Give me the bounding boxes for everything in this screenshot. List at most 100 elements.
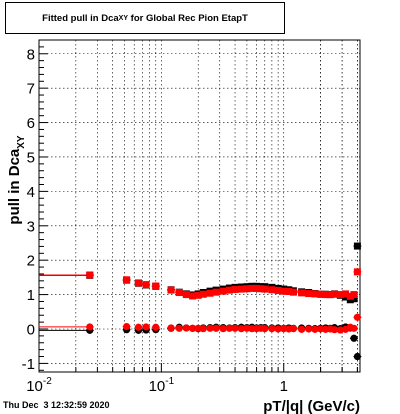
x-tick-label-exponent: -1 bbox=[165, 376, 174, 387]
data-point bbox=[298, 289, 306, 297]
data-point bbox=[350, 295, 358, 303]
data-point bbox=[123, 276, 131, 284]
data-point bbox=[194, 291, 202, 299]
x-tick-label-base: 1 bbox=[280, 378, 288, 395]
data-point bbox=[317, 290, 325, 298]
data-point bbox=[237, 325, 245, 333]
data-point bbox=[225, 286, 233, 294]
data-point bbox=[268, 286, 276, 294]
data-point bbox=[123, 322, 131, 331]
y-axis-label: pull in DcaXY bbox=[6, 135, 27, 225]
data-point bbox=[253, 284, 261, 292]
data-point bbox=[86, 323, 94, 331]
data-point bbox=[175, 289, 183, 297]
y-tick-label: 6 bbox=[27, 115, 35, 132]
data-layer bbox=[39, 242, 362, 361]
data-point bbox=[134, 279, 142, 287]
data-point bbox=[330, 326, 339, 334]
data-point bbox=[212, 324, 220, 332]
data-point bbox=[182, 324, 190, 332]
data-point bbox=[231, 285, 239, 293]
data-point bbox=[350, 334, 358, 342]
data-point bbox=[322, 291, 330, 299]
data-point bbox=[231, 324, 239, 332]
data-point bbox=[353, 242, 361, 250]
data-point bbox=[219, 287, 227, 295]
y-tick-label: -1 bbox=[22, 356, 35, 373]
data-point bbox=[353, 313, 362, 321]
data-point bbox=[280, 287, 288, 295]
x-tick-label: 10-2 bbox=[26, 376, 52, 395]
plot-border bbox=[38, 39, 361, 373]
y-tick-label: 4 bbox=[27, 184, 35, 201]
x-tick-label-exponent: -2 bbox=[43, 376, 52, 387]
data-point bbox=[237, 285, 245, 293]
grid-layer bbox=[39, 40, 360, 372]
data-point bbox=[305, 325, 313, 333]
data-point bbox=[350, 291, 358, 299]
data-point bbox=[346, 292, 354, 300]
timestamp-footer: Thu Dec 3 12:32:59 2020 bbox=[3, 400, 110, 410]
data-point bbox=[289, 325, 298, 333]
y-tick-label: 0 bbox=[27, 321, 35, 338]
x-tick-label: 10-1 bbox=[149, 376, 175, 395]
data-point bbox=[199, 290, 207, 298]
data-point bbox=[326, 291, 334, 299]
data-point bbox=[134, 323, 143, 331]
data-point bbox=[167, 324, 175, 332]
data-point bbox=[142, 323, 150, 331]
data-point bbox=[142, 281, 150, 289]
data-point bbox=[189, 292, 197, 300]
data-point bbox=[342, 290, 350, 298]
x-tick-label: 1 bbox=[280, 378, 288, 395]
data-point bbox=[289, 288, 297, 296]
data-point bbox=[175, 324, 183, 332]
data-point bbox=[311, 325, 319, 333]
data-point bbox=[261, 285, 269, 293]
data-point bbox=[167, 286, 175, 294]
data-point bbox=[305, 290, 313, 298]
y-tick-label: 7 bbox=[27, 81, 35, 98]
data-point bbox=[225, 324, 234, 332]
data-point bbox=[199, 325, 207, 333]
data-point bbox=[353, 352, 362, 361]
data-point bbox=[243, 285, 251, 293]
plot-frame bbox=[38, 39, 361, 373]
data-point bbox=[350, 324, 358, 332]
chart-title-rest: for Global Rec Pion EtapT bbox=[128, 12, 248, 24]
data-point bbox=[353, 268, 361, 276]
data-point bbox=[189, 324, 197, 332]
y-tick-label: 5 bbox=[27, 149, 35, 166]
data-point bbox=[268, 325, 276, 333]
data-point bbox=[206, 324, 214, 332]
x-axis-label: pT/|q| (GeV/c) bbox=[263, 398, 360, 414]
data-point bbox=[261, 325, 269, 333]
chart-title: Fitted pull in Dca XY for Global Rec Pion… bbox=[5, 2, 285, 34]
y-tick-label: 1 bbox=[27, 287, 35, 304]
data-point bbox=[274, 286, 282, 294]
data-point bbox=[285, 287, 293, 295]
data-point bbox=[152, 282, 160, 290]
y-tick-label: 2 bbox=[27, 253, 35, 270]
y-tick-label: 3 bbox=[27, 218, 35, 235]
data-point bbox=[206, 289, 214, 297]
data-point bbox=[336, 291, 344, 299]
data-point bbox=[274, 325, 282, 333]
data-point bbox=[336, 326, 344, 334]
data-point bbox=[152, 323, 160, 331]
y-axis-label-sub: XY bbox=[16, 135, 27, 149]
data-point bbox=[219, 325, 227, 333]
data-point bbox=[86, 271, 94, 279]
data-point bbox=[212, 288, 220, 296]
y-axis-label-main: pull in Dca bbox=[6, 148, 23, 225]
chart-title-main: Fitted pull in Dca bbox=[42, 12, 119, 24]
data-point bbox=[311, 290, 319, 298]
data-point bbox=[298, 325, 306, 333]
x-tick-label-base: 10 bbox=[26, 378, 43, 395]
chart-title-sub: XY bbox=[118, 14, 129, 22]
data-point bbox=[248, 284, 256, 292]
data-point bbox=[331, 290, 339, 298]
x-tick-label-base: 10 bbox=[149, 378, 166, 395]
